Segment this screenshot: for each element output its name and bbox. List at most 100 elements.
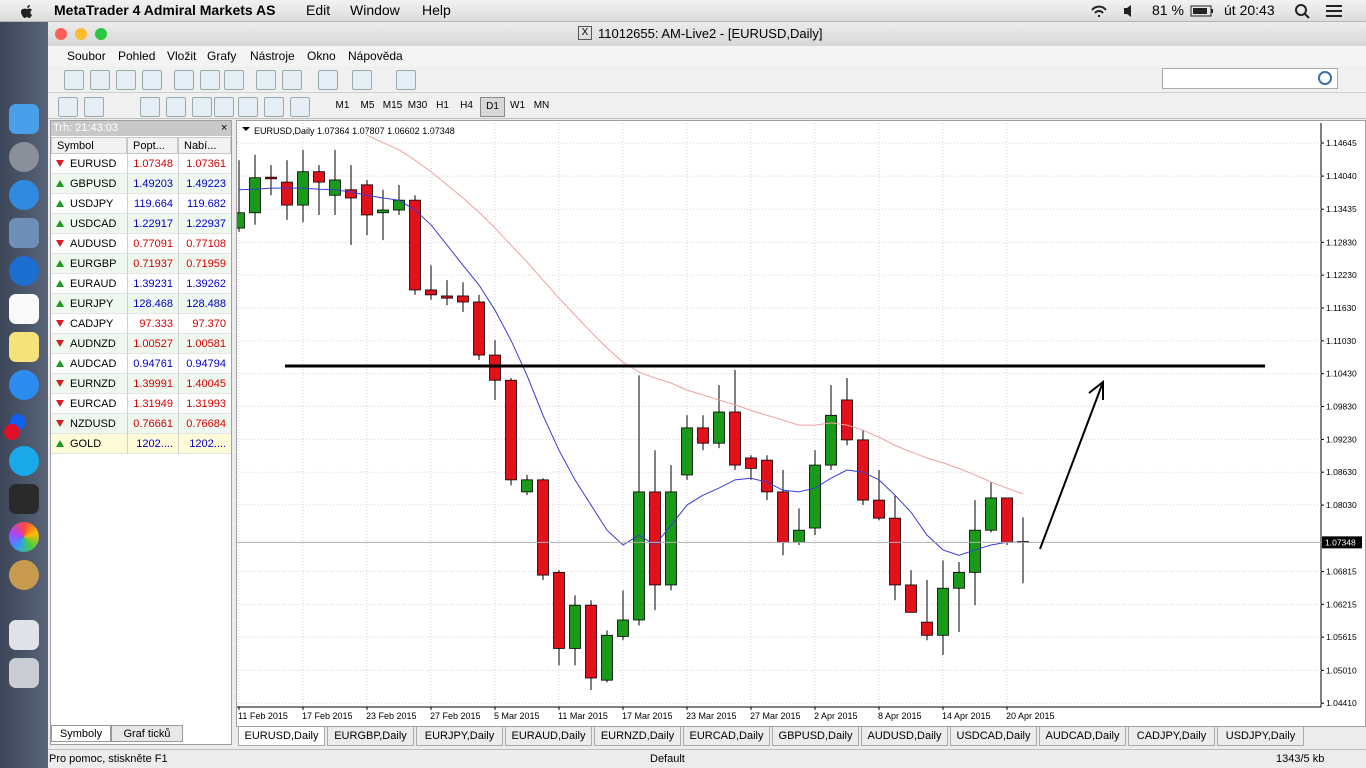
chart-tab[interactable]: USDCAD,Daily: [950, 727, 1037, 746]
chart-tab[interactable]: AUDUSD,Daily: [861, 727, 948, 746]
bid[interactable]: 1.49203: [133, 178, 173, 190]
symbol[interactable]: USDCAD: [70, 218, 117, 230]
row-bg[interactable]: [51, 394, 231, 414]
tool-button[interactable]: [58, 97, 78, 117]
timeframe-button[interactable]: M30: [407, 100, 428, 111]
timeframe-button[interactable]: M1: [335, 100, 350, 111]
row-bg[interactable]: [51, 374, 231, 394]
bid[interactable]: 0.71937: [133, 258, 173, 270]
column-header[interactable]: Popt...: [127, 137, 178, 154]
clock[interactable]: út 20:43: [1224, 2, 1275, 18]
symbol[interactable]: EURAUD: [70, 278, 117, 290]
menu-item[interactable]: Edit: [306, 2, 331, 18]
dock-icon[interactable]: [9, 370, 39, 400]
ask[interactable]: 119.682: [187, 198, 226, 210]
tool-button[interactable]: [238, 97, 258, 117]
tool-button[interactable]: [200, 70, 220, 90]
bid[interactable]: 119.664: [134, 198, 173, 210]
dock-icon[interactable]: [9, 104, 39, 134]
symbol[interactable]: EURGBP: [70, 258, 117, 270]
row-bg[interactable]: [51, 154, 231, 174]
symbol[interactable]: EURCAD: [70, 398, 117, 410]
symbol[interactable]: AUDNZD: [70, 338, 116, 350]
dock-icon[interactable]: [9, 218, 39, 248]
bid[interactable]: 1.22917: [133, 218, 173, 230]
symbol[interactable]: EURNZD: [70, 378, 116, 390]
dock-icon[interactable]: [9, 560, 39, 590]
dock-icon[interactable]: [9, 142, 39, 172]
row-bg[interactable]: [51, 334, 231, 354]
dock-icon[interactable]: [9, 522, 39, 552]
dock-icon[interactable]: [9, 658, 39, 688]
symbol[interactable]: CADJPY: [70, 318, 114, 330]
bid[interactable]: 0.76661: [133, 418, 173, 430]
row-bg[interactable]: [51, 194, 231, 214]
menu-item[interactable]: Pohled: [118, 49, 156, 63]
row-bg[interactable]: [51, 254, 231, 274]
tool-button[interactable]: [352, 70, 372, 90]
row-bg[interactable]: [51, 214, 231, 234]
symbol[interactable]: NZDUSD: [70, 418, 116, 430]
menu-item[interactable]: Okno: [307, 49, 336, 63]
dock-icon[interactable]: [9, 180, 39, 210]
dock-icon[interactable]: [9, 446, 39, 476]
row-bg[interactable]: [51, 274, 231, 294]
tool-button[interactable]: [116, 70, 136, 90]
chart-tab[interactable]: EURAUD,Daily: [505, 727, 592, 746]
row-bg[interactable]: [51, 354, 231, 374]
tool-button[interactable]: [142, 70, 162, 90]
row-bg[interactable]: [51, 234, 231, 254]
timeframe-button[interactable]: M15: [382, 100, 403, 111]
chart-tab[interactable]: EURCAD,Daily: [683, 727, 770, 746]
bid[interactable]: 1.39991: [133, 378, 173, 390]
app-name[interactable]: MetaTrader 4 Admiral Markets AS: [54, 2, 276, 18]
tool-button[interactable]: [166, 97, 186, 117]
ask[interactable]: 1.49223: [186, 178, 226, 190]
chart-tab[interactable]: GBPUSD,Daily: [772, 727, 859, 746]
timeframe-button[interactable]: W1: [510, 100, 525, 111]
status-icons[interactable]: [1090, 3, 1140, 19]
ask[interactable]: 1.07361: [186, 158, 226, 170]
ask[interactable]: 97.370: [192, 318, 226, 330]
ask[interactable]: 0.76684: [186, 418, 226, 430]
menu-item[interactable]: Grafy: [207, 49, 237, 63]
tool-button[interactable]: [282, 70, 302, 90]
column-header[interactable]: Nabí...: [178, 137, 231, 154]
tool-button[interactable]: [264, 97, 284, 117]
column-header[interactable]: Symbol: [51, 137, 127, 154]
menu-item[interactable]: Vložit: [167, 49, 197, 63]
bid[interactable]: 97.333: [139, 318, 173, 330]
tool-button[interactable]: [256, 70, 276, 90]
ask[interactable]: 1.00581: [186, 338, 226, 350]
menu-item[interactable]: Help: [422, 2, 451, 18]
symbol[interactable]: EURJPY: [70, 298, 114, 310]
ask[interactable]: 0.77108: [186, 238, 226, 250]
tool-button[interactable]: [290, 97, 310, 117]
bid[interactable]: 1.31949: [133, 398, 173, 410]
ask[interactable]: 0.94794: [186, 358, 226, 370]
chart-tab[interactable]: USDJPY,Daily: [1217, 727, 1304, 746]
bid[interactable]: 1.00527: [133, 338, 173, 350]
chart-tab[interactable]: EURNZD,Daily: [594, 727, 681, 746]
panel-tab[interactable]: Graf ticků: [111, 725, 183, 742]
close-button[interactable]: [55, 28, 67, 40]
tool-button[interactable]: [214, 97, 234, 117]
dock-icon[interactable]: [4, 424, 20, 440]
ask[interactable]: 1.31993: [186, 398, 226, 410]
ask[interactable]: 1.39262: [186, 278, 226, 290]
panel-close[interactable]: ×: [221, 122, 228, 134]
search-menu-icons[interactable]: [1294, 3, 1354, 19]
menu-item[interactable]: Window: [350, 2, 400, 18]
search-icon[interactable]: [1318, 71, 1332, 85]
tool-button[interactable]: [84, 97, 104, 117]
symbol[interactable]: EURUSD: [70, 158, 117, 170]
search-box[interactable]: [1162, 68, 1338, 89]
dock-icon[interactable]: [9, 294, 39, 324]
chart-tab[interactable]: AUDCAD,Daily: [1039, 727, 1126, 746]
symbol[interactable]: GOLD: [70, 438, 102, 450]
chart-tab[interactable]: EURJPY,Daily: [416, 727, 503, 746]
battery[interactable]: 81 %: [1152, 2, 1184, 18]
row-bg[interactable]: [51, 294, 231, 314]
symbol[interactable]: AUDCAD: [70, 358, 117, 370]
dock-icon[interactable]: [9, 332, 39, 362]
